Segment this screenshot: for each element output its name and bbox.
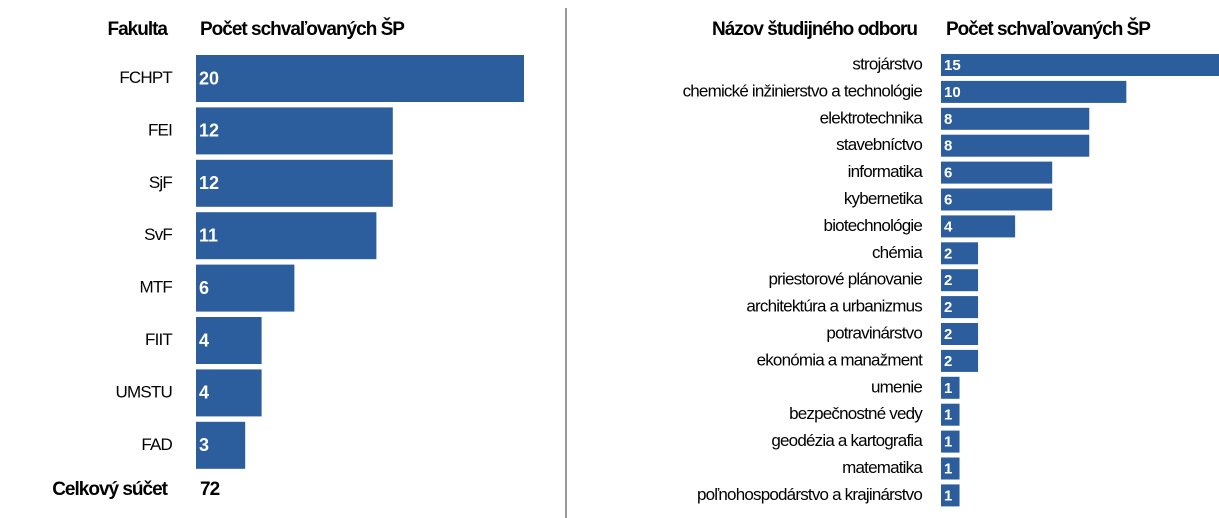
bar: [941, 403, 960, 426]
category-label: architektúra a urbanizmus: [746, 297, 922, 316]
value-label: 2: [944, 245, 952, 262]
value-label: 4: [199, 330, 209, 350]
value-label: 8: [944, 138, 952, 155]
category-label: potravinárstvo: [826, 323, 922, 342]
bar: [941, 457, 960, 480]
bar: [196, 317, 262, 364]
value-label: 1: [944, 434, 952, 451]
bar: [941, 188, 1053, 211]
bar: [941, 54, 1219, 76]
category-label: geodézia a kartografia: [771, 431, 923, 450]
value-label: 6: [944, 191, 952, 208]
value-label: 20: [199, 68, 219, 88]
bar: [196, 212, 377, 260]
value-label: 2: [944, 326, 952, 343]
value-label: 2: [944, 299, 952, 316]
value-label: 11: [199, 225, 218, 245]
bar: [941, 296, 979, 319]
category-label: informatika: [848, 162, 924, 181]
bar: [941, 349, 979, 372]
category-label: SvF: [144, 225, 172, 244]
bar: [941, 323, 979, 345]
bar: [941, 269, 979, 292]
total-value: 72: [200, 479, 220, 500]
bar: [941, 134, 1090, 157]
bar: [941, 215, 1016, 238]
category-header: Fakulta: [107, 19, 168, 40]
value-label: 12: [199, 121, 219, 141]
category-label: FCHPT: [119, 68, 172, 87]
bar: [196, 159, 393, 207]
bar: [941, 242, 979, 265]
category-label: chémia: [872, 243, 923, 262]
category-label: UMSTU: [116, 382, 172, 401]
category-label: kybernetika: [844, 189, 923, 208]
category-label: strojárstvo: [852, 54, 922, 73]
value-label: 4: [944, 218, 953, 235]
bar: [196, 421, 246, 469]
total-label: Celkový súčet: [52, 479, 168, 500]
value-label: 4: [199, 383, 209, 403]
value-label: 3: [199, 435, 209, 455]
value-label: 1: [944, 487, 952, 504]
category-label: MTF: [139, 278, 172, 297]
category-label: FIIT: [145, 330, 172, 349]
value-label: 8: [944, 111, 952, 128]
category-label: matematika: [842, 458, 923, 477]
bar: [196, 55, 524, 102]
value-label: 12: [199, 173, 219, 193]
value-label: 1: [944, 380, 952, 397]
bar: [941, 161, 1053, 184]
category-header: Názov študijného odboru: [712, 19, 917, 40]
bar: [941, 107, 1090, 130]
value-header: Počet schvaľovaných ŠP: [200, 18, 405, 40]
category-label: elektrotechnika: [820, 108, 924, 127]
category-label: stavebníctvo: [836, 135, 922, 154]
bar: [941, 430, 960, 453]
value-label: 1: [944, 407, 952, 424]
value-header: Počet schvaľovaných ŠP: [946, 18, 1151, 40]
value-label: 2: [944, 272, 952, 289]
category-label: bezpečnostné vedy: [789, 404, 923, 423]
category-label: biotechnológie: [824, 216, 923, 235]
category-label: FEI: [148, 120, 172, 139]
category-label: poľnohospodárstvo a krajinárstvo: [697, 485, 922, 504]
value-label: 6: [944, 165, 952, 182]
bar: [941, 80, 1127, 103]
category-label: umenie: [871, 377, 922, 396]
value-label: 2: [944, 353, 952, 370]
value-label: 10: [944, 84, 961, 101]
category-label: SjF: [149, 173, 173, 192]
value-label: 15: [944, 57, 961, 74]
category-label: priestorové plánovanie: [769, 270, 923, 289]
category-label: chemické inžinierstvo a technológie: [683, 81, 923, 100]
category-label: ekonómia a manažment: [757, 350, 924, 369]
bar: [196, 107, 393, 155]
bar: [941, 484, 960, 507]
category-label: FAD: [141, 435, 172, 454]
value-label: 6: [199, 278, 209, 298]
bar: [196, 264, 295, 312]
bar: [196, 369, 262, 417]
bar: [941, 376, 960, 399]
value-label: 1: [944, 460, 952, 477]
